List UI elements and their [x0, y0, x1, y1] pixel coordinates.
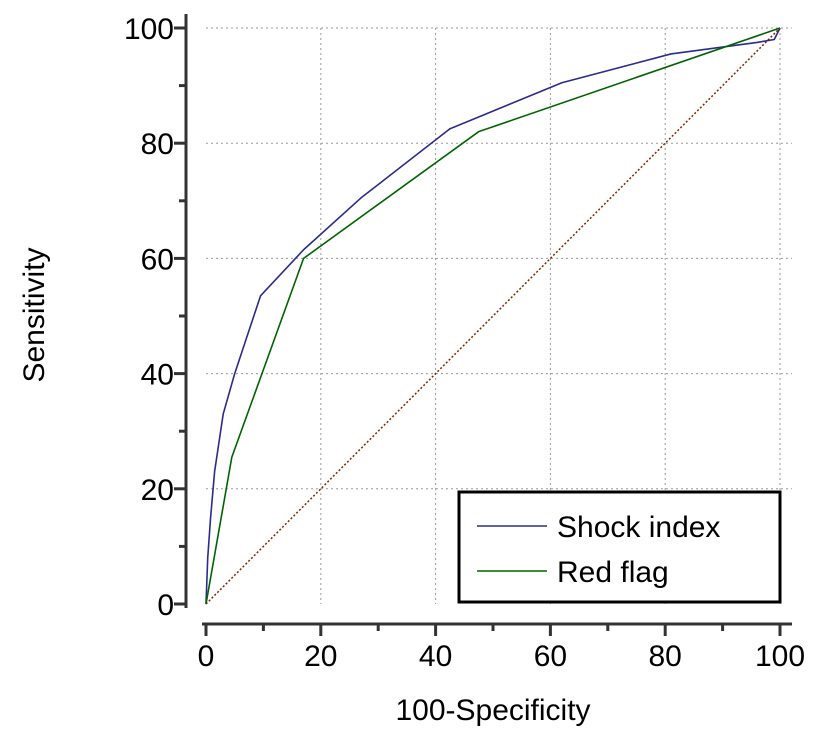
- x-tick-label: 80: [649, 640, 682, 673]
- y-tick-label: 80: [141, 128, 174, 161]
- legend-label-red-flag: Red flag: [557, 556, 669, 589]
- reference-line-layer: [205, 27, 781, 605]
- y-tick-label: 40: [141, 359, 174, 392]
- x-tick-label: 20: [304, 640, 337, 673]
- x-axis-label: 100-Specificity: [395, 694, 590, 727]
- y-axis-label: Sensitivity: [18, 247, 51, 382]
- x-tick-label: 0: [198, 640, 215, 673]
- tick-labels: 0 20 40 60 80 100 0 20 40 60 80 100: [124, 13, 805, 673]
- legend-label-shock-index: Shock index: [557, 511, 720, 544]
- x-tick-label: 40: [419, 640, 452, 673]
- series-line-red-flag: [205, 27, 781, 605]
- legend-box: [457, 490, 782, 604]
- y-tick-label: 100: [124, 13, 174, 46]
- y-tick-label: 20: [141, 474, 174, 507]
- reference-diagonal-line: [205, 27, 781, 605]
- x-tick-label: 60: [534, 640, 567, 673]
- legend: Shock index Red flag: [457, 490, 782, 604]
- axes: [174, 14, 792, 636]
- series-line-shock-index: [205, 27, 781, 605]
- y-tick-label: 60: [141, 243, 174, 276]
- series-layer: [205, 27, 781, 605]
- x-tick-label: 100: [755, 640, 805, 673]
- y-tick-label: 0: [157, 589, 174, 622]
